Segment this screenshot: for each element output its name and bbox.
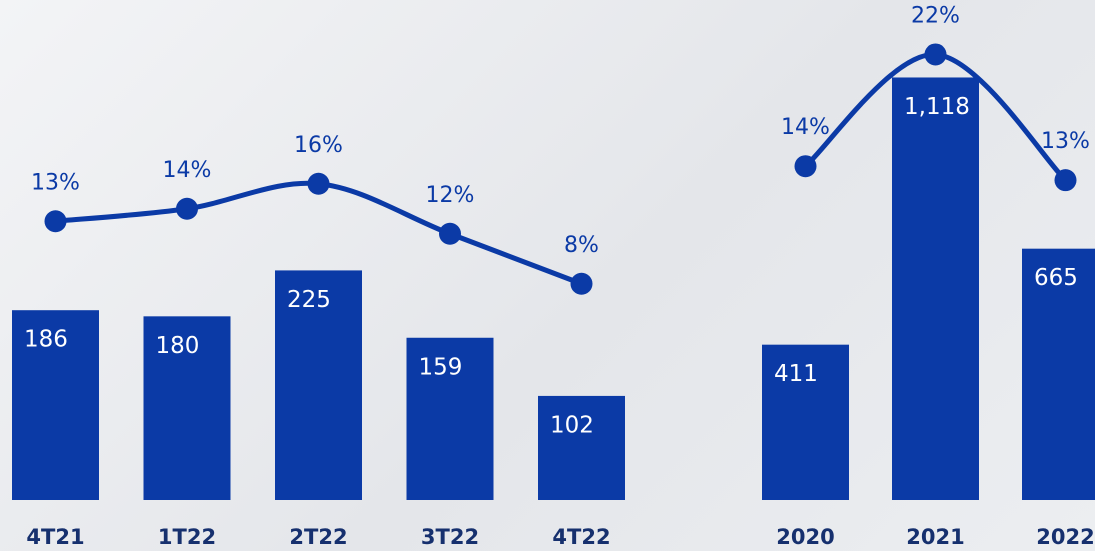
bar-value-label: 225 — [287, 287, 331, 313]
bar-value-label: 159 — [419, 354, 463, 380]
line-value-label: 14% — [781, 115, 830, 140]
line-value-label: 8% — [564, 233, 599, 258]
line-point — [308, 173, 330, 195]
line-point — [795, 155, 817, 177]
page: 4T21 1T22 2T22 3T22 4T22 186 180 225 159 102 13% 14… — [0, 0, 1095, 551]
x-tick-label: 4T21 — [26, 525, 84, 549]
line-point — [925, 43, 947, 65]
line-value-label: 22% — [911, 3, 960, 28]
chart: 4T21 1T22 2T22 3T22 4T22 186 180 225 159 102 13% 14… — [0, 0, 1095, 551]
x-tick-label: 2022 — [1036, 525, 1094, 549]
line-point — [176, 198, 198, 220]
line-point — [45, 210, 67, 232]
bar-value-label: 665 — [1034, 265, 1078, 291]
x-tick-label: 2020 — [776, 525, 834, 549]
line-value-label: 16% — [294, 133, 343, 158]
line-point — [1055, 169, 1077, 191]
line-point — [439, 223, 461, 245]
line-value-label: 13% — [1041, 129, 1090, 154]
bar-value-label: 1,118 — [904, 94, 970, 120]
x-tick-label: 2021 — [906, 525, 964, 549]
line-value-label: 13% — [31, 170, 80, 195]
line-value-label: 12% — [426, 183, 475, 208]
x-tick-label: 2T22 — [289, 525, 347, 549]
line-value-label: 14% — [163, 158, 212, 183]
x-tick-label: 3T22 — [421, 525, 479, 549]
bar — [892, 77, 979, 500]
bar-value-label: 186 — [24, 327, 68, 353]
bar-value-label: 411 — [774, 361, 818, 387]
line-point — [571, 273, 593, 295]
line — [56, 183, 582, 284]
bar-value-label: 180 — [156, 333, 200, 359]
bar-value-label: 102 — [550, 412, 594, 438]
x-tick-label: 1T22 — [158, 525, 216, 549]
x-tick-label: 4T22 — [552, 525, 610, 549]
